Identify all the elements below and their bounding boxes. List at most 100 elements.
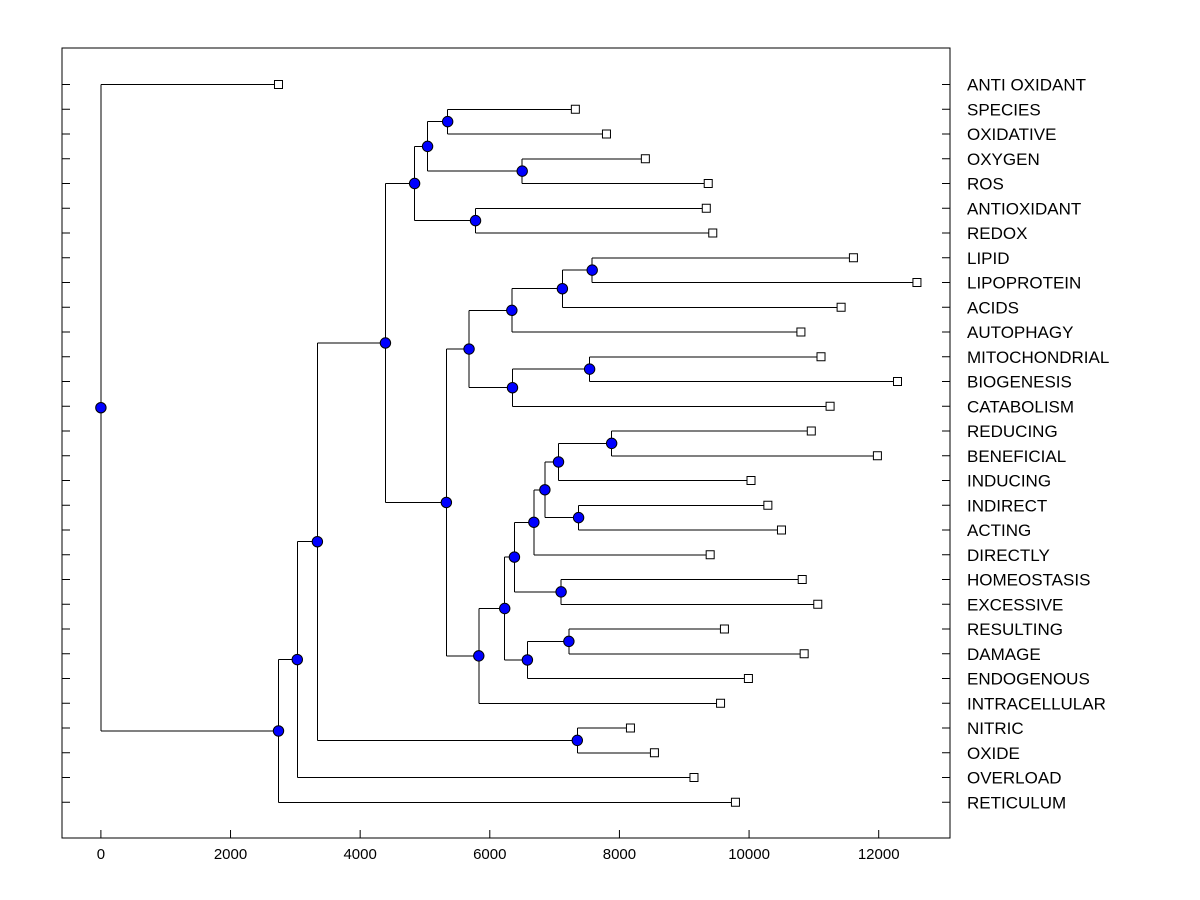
merge-node xyxy=(539,484,551,496)
merge-node xyxy=(473,650,485,662)
plot-frame xyxy=(61,47,951,839)
merge-node xyxy=(291,653,303,666)
leaf-label: MITOCHONDRIAL xyxy=(967,348,1109,367)
leaf-label: INDUCING xyxy=(967,472,1051,491)
leaf-marker xyxy=(273,80,283,89)
leaf-marker xyxy=(743,674,753,683)
leaf-marker xyxy=(601,129,611,139)
leaf-label: OXIDE xyxy=(967,744,1020,763)
x-axis: 0 2000 4000 6000 8000 10000 12000 xyxy=(97,830,900,863)
leaf-label: HOMEOSTASIS xyxy=(967,571,1090,590)
merge-node xyxy=(586,264,598,276)
merge-node xyxy=(272,725,285,737)
leaf-marker xyxy=(640,154,650,164)
leaf-label: ACIDS xyxy=(967,298,1019,317)
leaf-label: DIRECTLY xyxy=(967,546,1050,565)
x-tick-label: 12000 xyxy=(858,846,900,863)
x-tick-label: 6000 xyxy=(473,846,506,863)
merge-node xyxy=(571,734,583,747)
merge-node xyxy=(408,177,421,190)
leaf-label: OVERLOAD xyxy=(967,769,1061,788)
leaf-label: BIOGENESIS xyxy=(967,373,1072,392)
merge-node xyxy=(379,337,392,349)
merge-node xyxy=(95,402,107,414)
leaf-marker xyxy=(806,426,816,436)
leaf-marker xyxy=(708,228,718,238)
leaf-marker xyxy=(797,575,807,584)
leaf-label: INTRACELLULAR xyxy=(967,694,1106,713)
leaf-marker xyxy=(649,748,659,758)
leaf-label: AUTOPHAGY xyxy=(967,323,1073,342)
leaf-label: RESULTING xyxy=(967,620,1063,639)
leaf-markers xyxy=(273,80,922,807)
merge-node xyxy=(508,551,521,563)
merge-node xyxy=(528,516,540,528)
merge-node xyxy=(311,535,324,548)
merge-node xyxy=(506,304,518,317)
merge-node xyxy=(516,165,528,177)
merge-node xyxy=(583,363,596,375)
merge-node xyxy=(555,586,567,598)
leaf-label: DAMAGE xyxy=(967,645,1041,664)
merge-node-markers xyxy=(95,115,618,747)
leaf-label: EXCESSIVE xyxy=(967,595,1063,614)
merge-node xyxy=(441,115,454,128)
leaf-label: ACTING xyxy=(967,521,1031,540)
dendrogram-links xyxy=(100,84,917,803)
leaf-label: ANTIOXIDANT xyxy=(967,199,1081,218)
merge-node xyxy=(556,282,569,295)
merge-node xyxy=(506,381,519,394)
leaf-marker xyxy=(892,377,902,386)
leaf-label: ENDOGENOUS xyxy=(967,670,1090,689)
y-tick-marks xyxy=(62,84,950,803)
leaf-label: OXIDATIVE xyxy=(967,125,1056,144)
merge-node xyxy=(563,635,575,648)
leaf-marker xyxy=(703,179,713,188)
merge-node xyxy=(605,437,618,450)
leaf-marker xyxy=(796,327,806,337)
leaf-marker xyxy=(701,203,711,213)
leaf-marker xyxy=(730,797,740,807)
x-tick-label: 2000 xyxy=(214,846,247,863)
leaf-marker xyxy=(776,525,786,535)
leaf-label: RETICULUM xyxy=(967,793,1066,812)
leaf-marker xyxy=(689,773,699,782)
leaf-marker xyxy=(763,500,773,510)
leaf-marker xyxy=(799,649,809,659)
x-tick-label: 4000 xyxy=(343,846,376,863)
x-tick-label: 8000 xyxy=(603,846,636,863)
leaf-marker xyxy=(716,698,726,708)
merge-node xyxy=(469,214,482,227)
merge-node xyxy=(521,654,534,666)
merge-node xyxy=(421,140,434,153)
plot-border xyxy=(61,47,951,839)
merge-node xyxy=(572,511,585,524)
leaf-marker xyxy=(746,476,756,485)
leaf-labels: ANTI OXIDANT SPECIES OXIDATIVE OXYGEN ROS ANT… xyxy=(967,76,1109,813)
leaf-label: LIPID xyxy=(967,249,1010,268)
merge-node xyxy=(552,456,565,468)
leaf-marker xyxy=(912,278,922,287)
leaf-label: OXYGEN xyxy=(967,150,1040,169)
merge-node xyxy=(440,496,453,509)
leaf-marker xyxy=(570,104,580,114)
leaf-label: CATABOLISM xyxy=(967,397,1074,416)
leaf-marker xyxy=(719,624,729,634)
leaf-marker xyxy=(813,599,823,609)
leaf-label: LIPOPROTEIN xyxy=(967,274,1081,293)
leaf-label: INDIRECT xyxy=(967,496,1047,515)
leaf-marker xyxy=(848,253,858,263)
merge-node xyxy=(463,343,475,355)
leaf-label: SPECIES xyxy=(967,100,1041,119)
leaf-marker xyxy=(816,352,826,362)
x-tick-label: 0 xyxy=(97,846,105,863)
leaf-label: ROS xyxy=(967,175,1004,194)
leaf-marker xyxy=(625,723,635,733)
leaf-marker xyxy=(836,302,846,312)
leaf-label: NITRIC xyxy=(967,719,1024,738)
merge-node xyxy=(499,602,511,615)
leaf-marker xyxy=(705,550,715,560)
leaf-label: REDOX xyxy=(967,224,1027,243)
leaf-label: BENEFICIAL xyxy=(967,447,1066,466)
